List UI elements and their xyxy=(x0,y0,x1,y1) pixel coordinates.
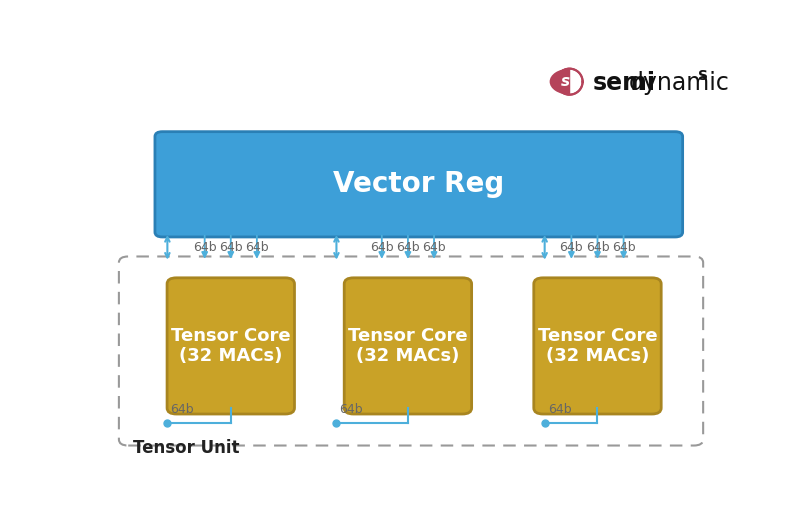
Text: Tensor Core
(32 MACs): Tensor Core (32 MACs) xyxy=(348,326,468,365)
Text: 64b: 64b xyxy=(585,241,610,253)
Text: Tensor Core
(32 MACs): Tensor Core (32 MACs) xyxy=(171,326,290,365)
Text: 64b: 64b xyxy=(422,241,446,253)
FancyBboxPatch shape xyxy=(119,257,703,446)
Text: 64b: 64b xyxy=(612,241,635,253)
Text: 64b: 64b xyxy=(219,241,242,253)
Wedge shape xyxy=(549,69,569,95)
Text: semi: semi xyxy=(593,71,656,95)
FancyBboxPatch shape xyxy=(167,278,294,414)
Text: 64b: 64b xyxy=(396,241,419,253)
Text: 64b: 64b xyxy=(171,403,194,416)
Text: Tensor Core
(32 MACs): Tensor Core (32 MACs) xyxy=(537,326,658,365)
Text: 64b: 64b xyxy=(560,241,583,253)
FancyBboxPatch shape xyxy=(344,278,472,414)
Text: 64b: 64b xyxy=(339,403,363,416)
Text: 64b: 64b xyxy=(245,241,269,253)
Text: Tensor Unit: Tensor Unit xyxy=(132,439,239,457)
Text: dynamic: dynamic xyxy=(629,71,730,95)
FancyBboxPatch shape xyxy=(155,131,683,237)
Text: Vector Reg: Vector Reg xyxy=(333,171,504,199)
Text: s: s xyxy=(561,74,570,89)
Text: 64b: 64b xyxy=(192,241,217,253)
FancyBboxPatch shape xyxy=(534,278,661,414)
Text: S: S xyxy=(699,69,708,82)
Text: 64b: 64b xyxy=(370,241,394,253)
Polygon shape xyxy=(557,69,569,95)
Text: 64b: 64b xyxy=(548,403,571,416)
